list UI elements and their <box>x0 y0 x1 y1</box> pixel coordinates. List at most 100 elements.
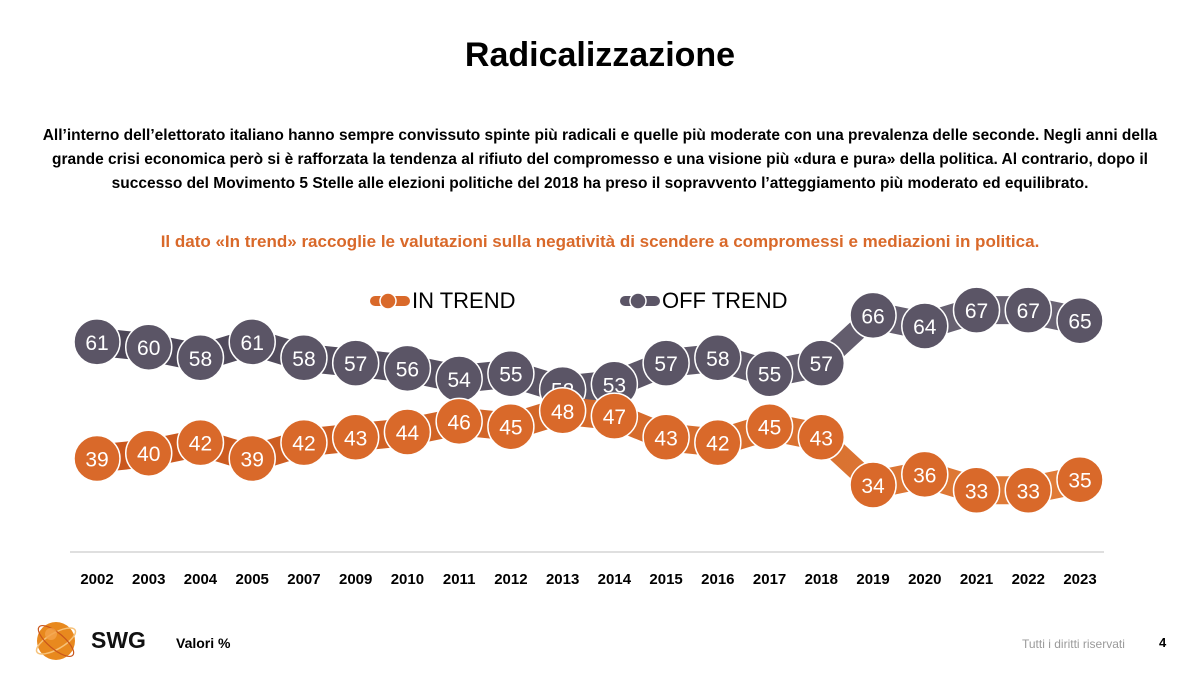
x-tick-label: 2015 <box>649 571 682 588</box>
data-label: 54 <box>447 369 471 392</box>
data-point <box>694 334 742 382</box>
data-label: 45 <box>758 417 781 440</box>
data-point <box>1056 455 1104 504</box>
data-label: 55 <box>758 364 781 387</box>
data-label: 40 <box>137 443 160 466</box>
data-point <box>901 450 949 499</box>
data-label: 64 <box>913 316 937 339</box>
data-point <box>176 418 225 467</box>
data-label: 53 <box>603 374 626 397</box>
data-label: 39 <box>241 449 264 472</box>
data-label: 67 <box>965 300 988 323</box>
unit-label: Valori % <box>176 635 231 651</box>
x-tick-label: 2013 <box>546 571 579 588</box>
data-label: 44 <box>396 422 420 445</box>
data-label: 61 <box>85 332 108 355</box>
intro-text: All’interno dell’elettorato italiano han… <box>20 124 1180 196</box>
data-label: 66 <box>861 305 884 328</box>
data-label: 58 <box>292 348 315 371</box>
data-point <box>228 434 276 483</box>
rights-text: Tutti i diritti riservati <box>1022 637 1125 651</box>
data-label: 43 <box>654 427 677 450</box>
data-point <box>1004 466 1053 515</box>
data-point <box>952 286 1001 334</box>
data-point <box>1004 286 1053 334</box>
x-tick-label: 2004 <box>184 571 218 588</box>
intro-line: grande crisi economica però si è rafforz… <box>52 151 1148 168</box>
data-point <box>694 418 742 467</box>
data-label: 43 <box>810 427 833 450</box>
data-point <box>952 466 1001 515</box>
x-tick-label: 2011 <box>443 571 476 588</box>
data-label: 67 <box>1017 300 1040 323</box>
data-label: 36 <box>913 464 936 487</box>
brand-name: SWG <box>91 627 146 653</box>
x-tick-label: 2020 <box>908 571 941 588</box>
data-label: 60 <box>137 337 160 360</box>
data-point <box>642 413 690 462</box>
data-label: 43 <box>344 427 367 450</box>
x-tick-label: 2010 <box>391 571 424 588</box>
data-point <box>538 387 587 435</box>
data-label: 42 <box>292 433 315 456</box>
data-point <box>745 402 794 451</box>
page-title: Radicalizzazione <box>464 36 736 74</box>
data-label: 45 <box>499 417 522 440</box>
line-chart: 6160586158575654555253575855576664676765… <box>70 286 1104 588</box>
data-point <box>849 461 897 509</box>
data-point <box>745 349 794 398</box>
x-tick-label: 2012 <box>494 571 527 588</box>
x-tick-label: 2009 <box>339 571 372 588</box>
intro-line: successo del Movimento 5 Stelle alle ele… <box>111 175 1089 192</box>
data-point <box>435 397 483 446</box>
data-point <box>901 302 949 350</box>
legend-label-in-trend: IN TREND <box>412 288 516 313</box>
x-tick-label: 2005 <box>236 571 269 588</box>
data-label: 57 <box>654 353 677 376</box>
data-point <box>228 318 276 366</box>
data-label: 33 <box>1017 480 1040 503</box>
x-tick-label: 2007 <box>287 571 320 588</box>
data-point <box>331 339 380 387</box>
data-point <box>280 334 328 382</box>
x-tick-label: 2016 <box>701 571 734 588</box>
data-label: 55 <box>499 364 522 387</box>
data-label: 34 <box>861 475 885 498</box>
page-number: 4 <box>1159 635 1167 650</box>
intro-line: All’interno dell’elettorato italiano han… <box>42 127 1158 144</box>
data-label: 39 <box>85 449 108 472</box>
x-tick-label: 2019 <box>856 571 889 588</box>
data-label: 57 <box>810 353 833 376</box>
legend-marker-off-trend <box>620 292 660 310</box>
data-label: 57 <box>344 353 367 376</box>
data-point <box>797 413 846 462</box>
series-off-trend: 6160586158575654555253575855576664676765 <box>73 286 1104 414</box>
x-tick-label: 2021 <box>960 571 993 588</box>
data-point <box>331 413 380 462</box>
data-point <box>73 434 121 483</box>
data-label: 65 <box>1068 311 1091 334</box>
data-point <box>124 429 173 477</box>
x-tick-label: 2003 <box>132 571 165 588</box>
x-tick-label: 2017 <box>753 571 786 588</box>
data-point <box>176 334 225 382</box>
trend-note: Il dato «In trend» raccoglie le valutazi… <box>160 232 1040 251</box>
data-point <box>797 339 846 387</box>
data-label: 46 <box>447 411 470 434</box>
data-label: 35 <box>1068 470 1091 493</box>
x-tick-label: 2023 <box>1063 571 1096 588</box>
data-point <box>383 408 432 456</box>
data-label: 47 <box>603 406 626 429</box>
data-label: 42 <box>706 433 729 456</box>
series-in-trend: 39 40 42 39 42 43 44 46 45 48 47 43 42 45 43 34 36 33 33 35 <box>73 387 1104 515</box>
data-point <box>642 339 690 387</box>
data-label: 42 <box>189 433 212 456</box>
data-label: 48 <box>551 401 574 424</box>
x-tick-label: 2014 <box>598 571 632 588</box>
data-point <box>383 344 432 393</box>
data-point <box>280 418 328 467</box>
legend-marker-in-trend <box>370 292 410 310</box>
data-point <box>487 402 535 451</box>
data-label: 61 <box>241 332 264 355</box>
data-point <box>849 291 897 340</box>
